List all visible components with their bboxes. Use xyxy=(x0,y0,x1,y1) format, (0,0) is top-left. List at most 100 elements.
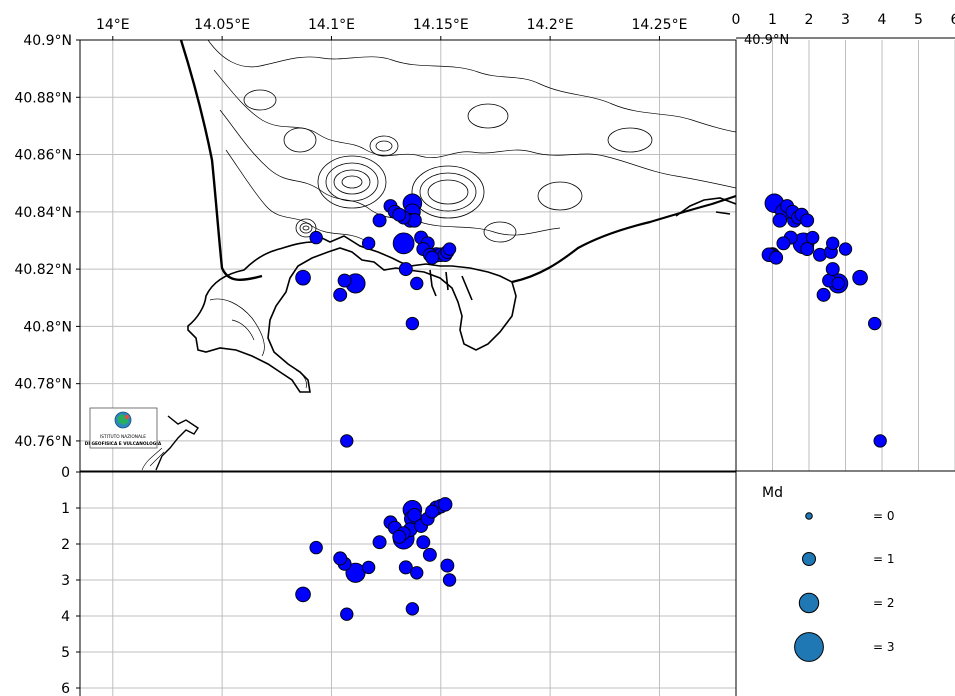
lat-tick-label: 40.86°N xyxy=(14,148,72,164)
legend-entry-label: = 0 xyxy=(873,509,895,523)
side-tick-label: 2 xyxy=(805,12,814,28)
west-coastline xyxy=(179,40,263,281)
legend-marker xyxy=(794,632,824,662)
lat-tick-label: 40.84°N xyxy=(14,205,72,221)
side-event-point xyxy=(831,276,845,291)
lat-tick-label: 40.82°N xyxy=(14,262,72,278)
logo-line-2: DI GEOFISICA E VULCANOLOGIA xyxy=(85,441,162,447)
longitude-tick-labels: 14°E 14.05°E 14.1°E 14.15°E 14.2°E 14.25°E xyxy=(96,17,687,40)
legend-marker xyxy=(805,512,813,520)
depth-event-point xyxy=(340,607,354,621)
side-clipped-label: 40.9°N xyxy=(744,33,789,48)
depth-event-point xyxy=(309,540,323,555)
legend-marker xyxy=(798,592,820,614)
map-event-point xyxy=(398,262,413,277)
depth-event-point xyxy=(295,586,311,603)
depth-tick-label: 1 xyxy=(61,501,70,517)
side-tick-label: 6 xyxy=(951,12,955,28)
depth-tick-labels: 0 1 2 3 4 5 6 xyxy=(61,465,80,696)
lat-tick-label: 40.78°N xyxy=(14,377,72,393)
side-event-markers xyxy=(761,193,887,448)
depth-event-point xyxy=(372,535,387,550)
legend-entry-label: = 3 xyxy=(873,640,895,654)
side-depth-tick-labels: 0 1 2 3 4 5 6 xyxy=(732,12,955,28)
side-event-point xyxy=(825,262,840,277)
lat-tick-label: 40.76°N xyxy=(14,434,72,450)
lon-tick-label: 14.1°E xyxy=(308,17,355,33)
side-event-point xyxy=(816,287,831,302)
side-depth-panel: 0 1 2 3 4 5 6 40.9°N xyxy=(732,12,955,696)
side-tick-label: 4 xyxy=(878,12,887,28)
legend-entries: = 0 = 1 = 2 = 3 xyxy=(794,509,895,662)
side-event-point xyxy=(838,242,853,256)
logo-line-1: ISTITUTO NAZIONALE xyxy=(100,434,146,440)
depth-gridlines xyxy=(80,472,736,696)
side-event-point xyxy=(852,269,868,286)
ingv-logo: ISTITUTO NAZIONALE DI GEOFISICA E VULCAN… xyxy=(85,407,162,449)
side-event-point xyxy=(769,250,784,265)
contour-north-4 xyxy=(225,149,365,241)
legend-panel: Md = 0 = 1 = 2 = 3 xyxy=(736,470,955,662)
legend-marker xyxy=(802,552,816,566)
procida-contours xyxy=(141,447,165,471)
map-event-point xyxy=(410,276,424,291)
lat-tick-label: 40.9°N xyxy=(23,33,72,49)
depth-event-point xyxy=(410,566,424,580)
map-event-point xyxy=(372,213,387,228)
depth-section-panel: 0 1 2 3 4 5 6 xyxy=(61,465,736,696)
depth-event-markers xyxy=(295,497,457,621)
map-event-point xyxy=(361,236,376,251)
depth-event-point xyxy=(422,547,437,562)
depth-event-point xyxy=(392,529,407,544)
map-panel: ISTITUTO NAZIONALE DI GEOFISICA E VULCAN… xyxy=(14,17,737,472)
lon-tick-label: 14.2°E xyxy=(527,17,574,33)
depth-tick-label: 2 xyxy=(61,537,70,553)
logo-dot-icon xyxy=(124,414,130,420)
side-event-point xyxy=(800,242,815,257)
side-event-point xyxy=(776,236,791,251)
map-event-point xyxy=(340,434,354,448)
harbour-pier xyxy=(675,197,736,217)
depth-event-point xyxy=(437,497,453,512)
depth-event-point xyxy=(405,602,420,616)
depth-tick-label: 5 xyxy=(61,645,70,661)
depth-event-point xyxy=(442,573,457,587)
southern-coastline xyxy=(187,235,517,393)
side-tick-label: 0 xyxy=(732,12,741,28)
contour-north-3 xyxy=(219,109,561,236)
latitude-tick-labels: 40.9°N 40.88°N 40.86°N 40.84°N 40.82°N 40.8°N… xyxy=(14,33,80,450)
map-event-point xyxy=(392,207,407,222)
map-basemap xyxy=(141,40,736,471)
map-event-point xyxy=(337,273,352,288)
lon-tick-label: 14.15°E xyxy=(413,17,469,33)
lon-tick-label: 14°E xyxy=(96,17,130,33)
procida-fragment xyxy=(155,415,199,471)
depth-event-point xyxy=(361,560,376,575)
side-event-point xyxy=(826,236,840,251)
legend-title: Md xyxy=(762,485,783,501)
map-event-markers xyxy=(295,193,457,448)
depth-event-point xyxy=(398,560,413,575)
depth-event-point xyxy=(416,535,431,550)
map-event-point xyxy=(442,242,457,256)
depth-event-point xyxy=(425,504,440,519)
map-event-point xyxy=(333,287,348,302)
lat-tick-label: 40.8°N xyxy=(23,319,72,335)
depth-event-point xyxy=(440,558,455,573)
nisida-coastline xyxy=(429,269,473,301)
depth-tick-label: 4 xyxy=(61,609,70,625)
map-event-point xyxy=(309,230,323,245)
side-event-point xyxy=(772,213,788,228)
map-event-point xyxy=(425,250,440,265)
contour-north-1 xyxy=(207,40,736,133)
legend-entry-label: = 1 xyxy=(873,552,895,566)
side-tick-label: 1 xyxy=(768,12,777,28)
map-background xyxy=(80,40,736,471)
map-event-point xyxy=(295,269,311,286)
lon-tick-label: 14.25°E xyxy=(631,17,687,33)
side-event-point xyxy=(805,230,820,245)
map-event-point xyxy=(405,316,420,331)
crater-rings xyxy=(243,89,653,243)
depth-tick-label: 6 xyxy=(61,681,70,696)
